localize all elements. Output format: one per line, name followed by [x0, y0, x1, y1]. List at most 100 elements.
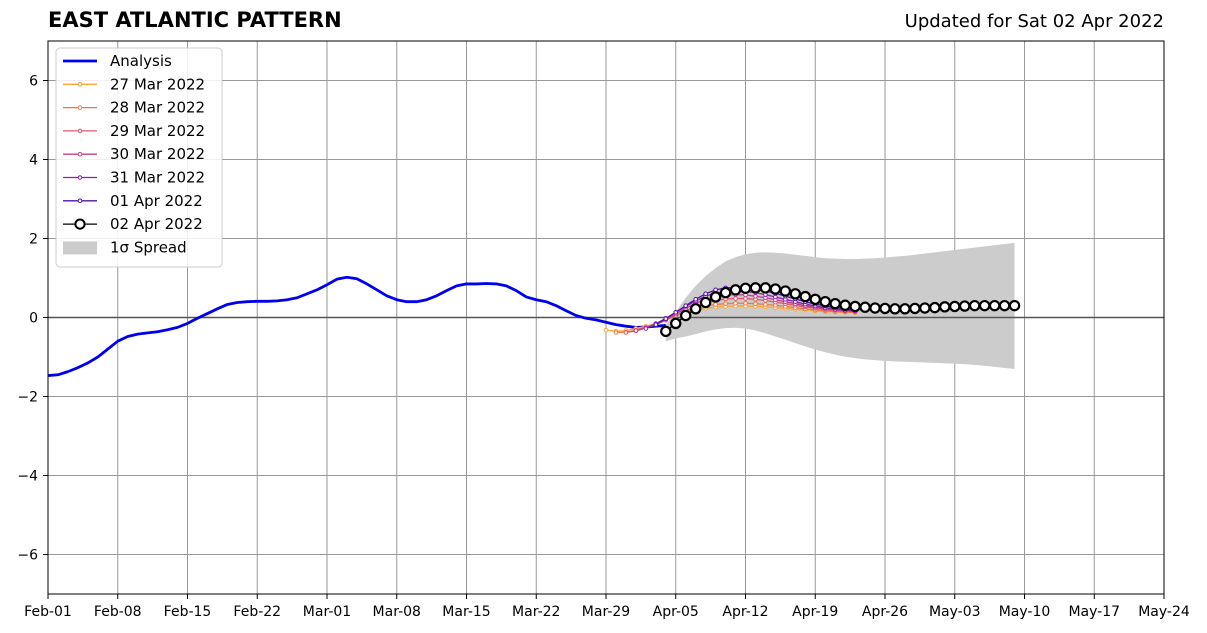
- data-point: [663, 316, 669, 321]
- legend-label: 02 Apr 2022: [110, 215, 203, 233]
- legend-label: 01 Apr 2022: [110, 192, 203, 210]
- series-02-apr-2022: [660, 282, 1021, 338]
- data-point: [829, 297, 841, 310]
- x-tick-label: Feb-08: [94, 604, 142, 620]
- x-tick-label: Mar-15: [442, 604, 490, 620]
- x-tick-label: Apr-19: [792, 604, 838, 620]
- data-point: [703, 291, 708, 297]
- x-tick-label: Apr-05: [653, 604, 699, 620]
- legend-label: 31 Mar 2022: [110, 169, 205, 187]
- data-point: [769, 283, 782, 295]
- data-point: [660, 325, 672, 338]
- data-point: [889, 303, 901, 315]
- x-tick-label: May-10: [999, 604, 1051, 620]
- y-tick-label: −2: [17, 390, 38, 406]
- data-point: [909, 302, 921, 315]
- x-tick-label: Feb-01: [24, 604, 72, 620]
- data-point: [809, 293, 821, 306]
- legend-item-analysis: Analysis: [63, 52, 172, 70]
- data-point: [978, 299, 991, 312]
- data-point: [819, 296, 831, 308]
- data-point: [779, 285, 792, 297]
- x-tick-label: May-17: [1068, 604, 1120, 620]
- data-point: [743, 300, 748, 306]
- x-tick-label: Feb-22: [233, 604, 281, 620]
- y-tick-label: −4: [17, 469, 38, 485]
- data-point: [949, 300, 961, 313]
- data-point: [623, 330, 629, 335]
- data-point: [719, 286, 732, 299]
- y-tick-label: −6: [17, 548, 38, 564]
- data-point: [683, 303, 689, 308]
- data-point: [603, 327, 609, 333]
- chart-title: EAST ATLANTIC PATTERN: [48, 8, 342, 32]
- x-tick-label: Mar-01: [303, 604, 351, 620]
- data-point: [763, 302, 768, 307]
- data-point: [753, 301, 758, 306]
- data-point: [849, 300, 861, 313]
- data-point: [739, 282, 752, 294]
- legend-marker: [77, 105, 83, 110]
- legend-item-1-spread: 1σ Spread: [63, 238, 187, 256]
- legend-label: 28 Mar 2022: [110, 99, 205, 117]
- y-tick-label: 2: [29, 232, 38, 248]
- data-point: [799, 290, 811, 303]
- legend-marker: [77, 175, 83, 180]
- legend-label: 1σ Spread: [110, 238, 187, 256]
- data-point: [729, 284, 742, 296]
- legend-item-27-mar-2022: 27 Mar 2022: [63, 75, 205, 93]
- data-point: [759, 282, 772, 294]
- legend-marker: [77, 128, 83, 134]
- data-point: [713, 302, 718, 307]
- legend-swatch: [63, 241, 97, 255]
- data-point: [998, 299, 1011, 312]
- legend-item-29-mar-2022: 29 Mar 2022: [63, 122, 205, 140]
- legend: Analysis 27 Mar 2022 28 Mar 2022 29 Mar 202…: [55, 47, 223, 268]
- legend-label: 30 Mar 2022: [110, 145, 205, 163]
- data-point: [693, 297, 698, 302]
- series-analysis: [47, 275, 666, 377]
- legend-marker: [77, 82, 83, 87]
- data-point: [1008, 299, 1021, 312]
- data-point: [673, 310, 679, 315]
- data-point: [789, 288, 802, 300]
- axis-ticks: Feb-01 Feb-08 Feb-15 Feb-22 Mar-01 Mar-08 Mar-…: [17, 74, 1190, 621]
- data-point: [859, 301, 871, 313]
- legend-label: 29 Mar 2022: [110, 122, 205, 140]
- series-line: [47, 275, 666, 377]
- data-point: [613, 330, 619, 335]
- data-point: [713, 287, 718, 293]
- data-point: [709, 291, 722, 303]
- data-point: [869, 302, 881, 314]
- data-point: [643, 326, 649, 331]
- data-point: [699, 296, 712, 309]
- x-tick-label: Feb-15: [164, 604, 212, 620]
- x-tick-label: Apr-12: [722, 604, 768, 620]
- legend-item-02-apr-2022: 02 Apr 2022: [63, 215, 203, 233]
- data-point: [959, 300, 971, 312]
- legend-item-31-mar-2022: 31 Mar 2022: [63, 169, 205, 187]
- data-point: [680, 309, 692, 322]
- legend-marker: [77, 198, 83, 204]
- data-point: [633, 328, 639, 333]
- x-tick-label: May-24: [1138, 604, 1190, 620]
- legend-item-28-mar-2022: 28 Mar 2022: [63, 99, 205, 117]
- data-point: [839, 299, 851, 311]
- legend-item-30-mar-2022: 30 Mar 2022: [63, 145, 205, 163]
- x-tick-label: May-03: [929, 604, 981, 620]
- legend-item-01-apr-2022: 01 Apr 2022: [63, 192, 203, 210]
- data-point: [939, 301, 951, 313]
- y-tick-label: 0: [29, 311, 38, 327]
- legend-marker: [77, 151, 83, 157]
- data-point: [733, 296, 738, 301]
- x-tick-label: Mar-22: [512, 604, 560, 620]
- x-tick-label: Mar-29: [582, 604, 630, 620]
- data-point: [899, 303, 911, 315]
- data-point: [689, 303, 702, 315]
- data-point: [929, 301, 941, 314]
- y-tick-label: 4: [29, 153, 38, 169]
- legend-marker: [74, 218, 86, 230]
- updated-date: Updated for Sat 02 Apr 2022: [904, 11, 1164, 32]
- data-point: [968, 299, 981, 312]
